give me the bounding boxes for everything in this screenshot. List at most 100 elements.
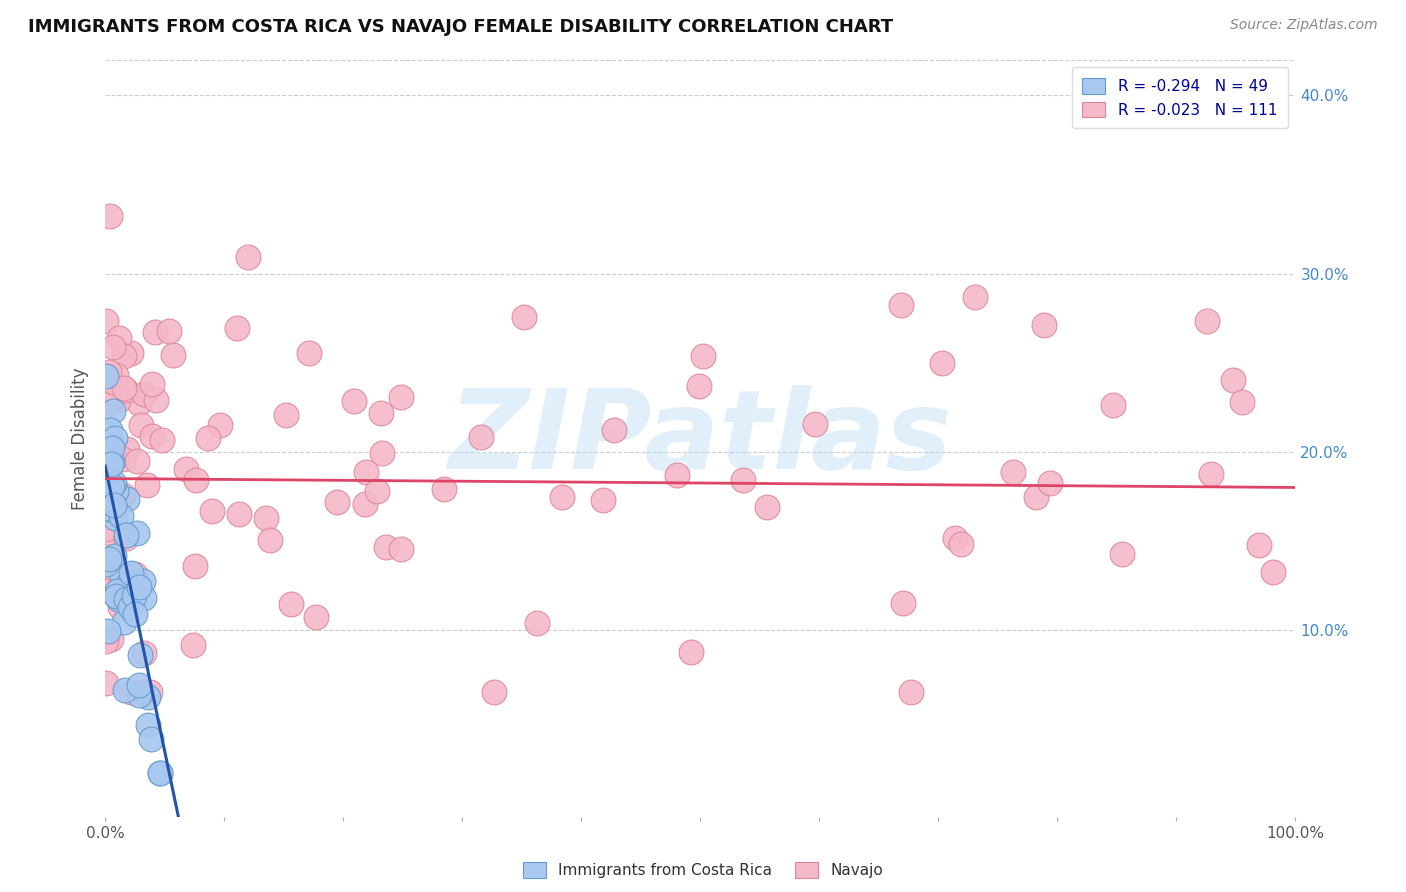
Point	[326, 495, 349, 509]
Point	[104, 368, 127, 382]
Point	[98, 525, 121, 540]
Point	[162, 348, 184, 362]
Point	[111, 488, 134, 502]
Point	[97, 501, 120, 516]
Point	[370, 406, 392, 420]
Point	[150, 433, 173, 447]
Point	[143, 325, 166, 339]
Point	[120, 566, 142, 581]
Point	[1197, 314, 1219, 328]
Point	[96, 567, 118, 582]
Point	[115, 592, 138, 607]
Point	[122, 589, 145, 603]
Point	[280, 598, 302, 612]
Point	[692, 349, 714, 363]
Point	[120, 685, 142, 699]
Point	[105, 483, 128, 498]
Point	[136, 478, 159, 492]
Point	[120, 600, 142, 615]
Point	[1032, 318, 1054, 332]
Point	[688, 378, 710, 392]
Point	[731, 473, 754, 487]
Point	[389, 390, 412, 404]
Point	[1102, 398, 1125, 412]
Point	[136, 690, 159, 704]
Point	[353, 496, 375, 510]
Point	[98, 448, 121, 462]
Point	[100, 483, 122, 497]
Point	[128, 396, 150, 410]
Point	[274, 409, 297, 423]
Point	[128, 648, 150, 662]
Point	[125, 525, 148, 540]
Point	[371, 446, 394, 460]
Point	[305, 609, 328, 624]
Point	[134, 591, 156, 606]
Point	[98, 209, 121, 223]
Point	[949, 537, 972, 551]
Point	[115, 491, 138, 506]
Point	[96, 429, 118, 443]
Point	[104, 589, 127, 603]
Point	[149, 765, 172, 780]
Point	[186, 473, 208, 487]
Point	[209, 417, 232, 432]
Point	[112, 615, 135, 629]
Point	[1025, 490, 1047, 504]
Point	[389, 542, 412, 557]
Point	[141, 376, 163, 391]
Point	[433, 482, 456, 496]
Point	[174, 462, 197, 476]
Point	[103, 549, 125, 563]
Point	[114, 682, 136, 697]
Point	[254, 510, 277, 524]
Point	[665, 468, 688, 483]
Point	[679, 645, 702, 659]
Point	[228, 507, 250, 521]
Point	[259, 533, 281, 547]
Point	[96, 557, 118, 571]
Point	[132, 574, 155, 588]
Point	[100, 441, 122, 455]
Point	[513, 310, 536, 325]
Point	[98, 365, 121, 379]
Point	[110, 509, 132, 524]
Point	[128, 688, 150, 702]
Point	[943, 531, 966, 545]
Point	[100, 559, 122, 574]
Point	[756, 500, 779, 514]
Point	[891, 597, 914, 611]
Point	[482, 685, 505, 699]
Point	[112, 451, 135, 466]
Point	[374, 540, 396, 554]
Point	[103, 404, 125, 418]
Point	[141, 731, 163, 746]
Point	[236, 250, 259, 264]
Point	[96, 522, 118, 536]
Point	[526, 615, 548, 630]
Point	[108, 491, 131, 505]
Point	[97, 551, 120, 566]
Point	[149, 765, 172, 780]
Point	[157, 324, 180, 338]
Point	[343, 394, 366, 409]
Point	[96, 500, 118, 515]
Point	[97, 583, 120, 598]
Point	[112, 568, 135, 582]
Point	[356, 466, 378, 480]
Text: Source: ZipAtlas.com: Source: ZipAtlas.com	[1230, 18, 1378, 32]
Point	[127, 454, 149, 468]
Point	[96, 511, 118, 525]
Point	[965, 290, 987, 304]
Point	[602, 423, 624, 437]
Point	[1199, 467, 1222, 481]
Point	[103, 498, 125, 512]
Point	[225, 321, 247, 335]
Point	[117, 442, 139, 457]
Point	[98, 499, 121, 513]
Text: IMMIGRANTS FROM COSTA RICA VS NAVAJO FEMALE DISABILITY CORRELATION CHART: IMMIGRANTS FROM COSTA RICA VS NAVAJO FEM…	[28, 18, 893, 36]
Point	[108, 599, 131, 614]
Point	[103, 476, 125, 491]
Point	[114, 531, 136, 545]
Point	[96, 633, 118, 648]
